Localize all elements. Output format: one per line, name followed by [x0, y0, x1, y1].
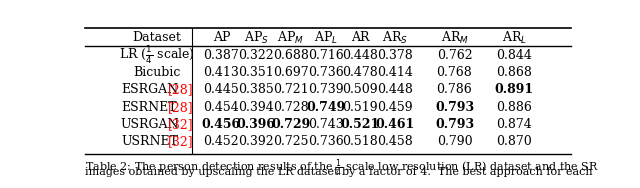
- Text: 0.749: 0.749: [306, 101, 345, 114]
- Text: 0.518: 0.518: [342, 136, 378, 149]
- Text: 0.445: 0.445: [204, 83, 239, 96]
- Text: 0.729: 0.729: [271, 118, 310, 131]
- Text: Bicubic: Bicubic: [133, 66, 180, 79]
- Text: 0.736: 0.736: [308, 66, 344, 79]
- Text: 0.387: 0.387: [204, 49, 239, 62]
- Text: 0.413: 0.413: [204, 66, 239, 79]
- Text: 0.459: 0.459: [377, 101, 413, 114]
- Text: 0.868: 0.868: [496, 66, 532, 79]
- Text: USRGAN: USRGAN: [120, 118, 179, 131]
- Text: 0.385: 0.385: [238, 83, 274, 96]
- Text: 0.762: 0.762: [436, 49, 472, 62]
- Text: [28]: [28]: [168, 101, 193, 114]
- Text: AP$_L$: AP$_L$: [314, 30, 337, 46]
- Text: 0.322: 0.322: [238, 49, 274, 62]
- Text: 0.728: 0.728: [273, 101, 308, 114]
- Text: 0.716: 0.716: [308, 49, 344, 62]
- Text: 0.448: 0.448: [342, 49, 378, 62]
- Text: 0.793: 0.793: [435, 101, 474, 114]
- Text: 0.688: 0.688: [273, 49, 308, 62]
- Text: [32]: [32]: [168, 118, 193, 131]
- Text: 0.793: 0.793: [435, 118, 474, 131]
- Text: 0.739: 0.739: [308, 83, 343, 96]
- Text: 0.461: 0.461: [375, 118, 415, 131]
- Text: USRNET: USRNET: [121, 136, 178, 149]
- Text: AP: AP: [212, 31, 230, 44]
- Text: AR$_M$: AR$_M$: [440, 30, 468, 46]
- Text: 0.519: 0.519: [342, 101, 378, 114]
- Text: 0.456: 0.456: [202, 118, 241, 131]
- Text: AP$_M$: AP$_M$: [277, 30, 304, 46]
- Text: [32]: [32]: [168, 136, 193, 149]
- Text: AR: AR: [351, 31, 369, 44]
- Text: AR$_S$: AR$_S$: [382, 30, 408, 46]
- Text: 0.458: 0.458: [377, 136, 413, 149]
- Text: 0.870: 0.870: [496, 136, 532, 149]
- Text: 0.721: 0.721: [273, 83, 308, 96]
- Text: 0.844: 0.844: [496, 49, 532, 62]
- Text: 0.454: 0.454: [204, 101, 239, 114]
- Text: 0.725: 0.725: [273, 136, 308, 149]
- Text: 0.521: 0.521: [340, 118, 380, 131]
- Text: 0.478: 0.478: [342, 66, 378, 79]
- Text: 0.452: 0.452: [204, 136, 239, 149]
- Text: images obtained by upscaling the LR dataset by a factor of 4.  The best approach: images obtained by upscaling the LR data…: [85, 167, 593, 177]
- Text: 0.509: 0.509: [342, 83, 378, 96]
- Text: 0.786: 0.786: [436, 83, 472, 96]
- Text: AP$_S$: AP$_S$: [244, 30, 269, 46]
- Text: Dataset: Dataset: [132, 31, 181, 44]
- Text: 0.768: 0.768: [436, 66, 472, 79]
- Text: 0.396: 0.396: [237, 118, 276, 131]
- Text: AR$_L$: AR$_L$: [502, 30, 527, 46]
- Text: 0.790: 0.790: [436, 136, 472, 149]
- Text: 0.736: 0.736: [308, 136, 344, 149]
- Text: 0.414: 0.414: [377, 66, 413, 79]
- Text: 0.378: 0.378: [377, 49, 413, 62]
- Text: 0.392: 0.392: [238, 136, 274, 149]
- Text: LR ($\frac{1}{4}$ scale): LR ($\frac{1}{4}$ scale): [119, 44, 195, 66]
- Text: [28]: [28]: [168, 83, 193, 96]
- Text: 0.891: 0.891: [495, 83, 534, 96]
- Text: 0.874: 0.874: [496, 118, 532, 131]
- Text: 0.351: 0.351: [238, 66, 274, 79]
- Text: 0.743: 0.743: [308, 118, 344, 131]
- Text: 0.448: 0.448: [377, 83, 413, 96]
- Text: 0.886: 0.886: [496, 101, 532, 114]
- Text: Table 2: The person detection results of the $\frac{1}{4}$ scale low resolution : Table 2: The person detection results of…: [85, 158, 599, 179]
- Text: 0.697: 0.697: [273, 66, 308, 79]
- Text: ESRNET: ESRNET: [122, 101, 177, 114]
- Text: 0.394: 0.394: [238, 101, 274, 114]
- Text: ESRGAN: ESRGAN: [121, 83, 178, 96]
